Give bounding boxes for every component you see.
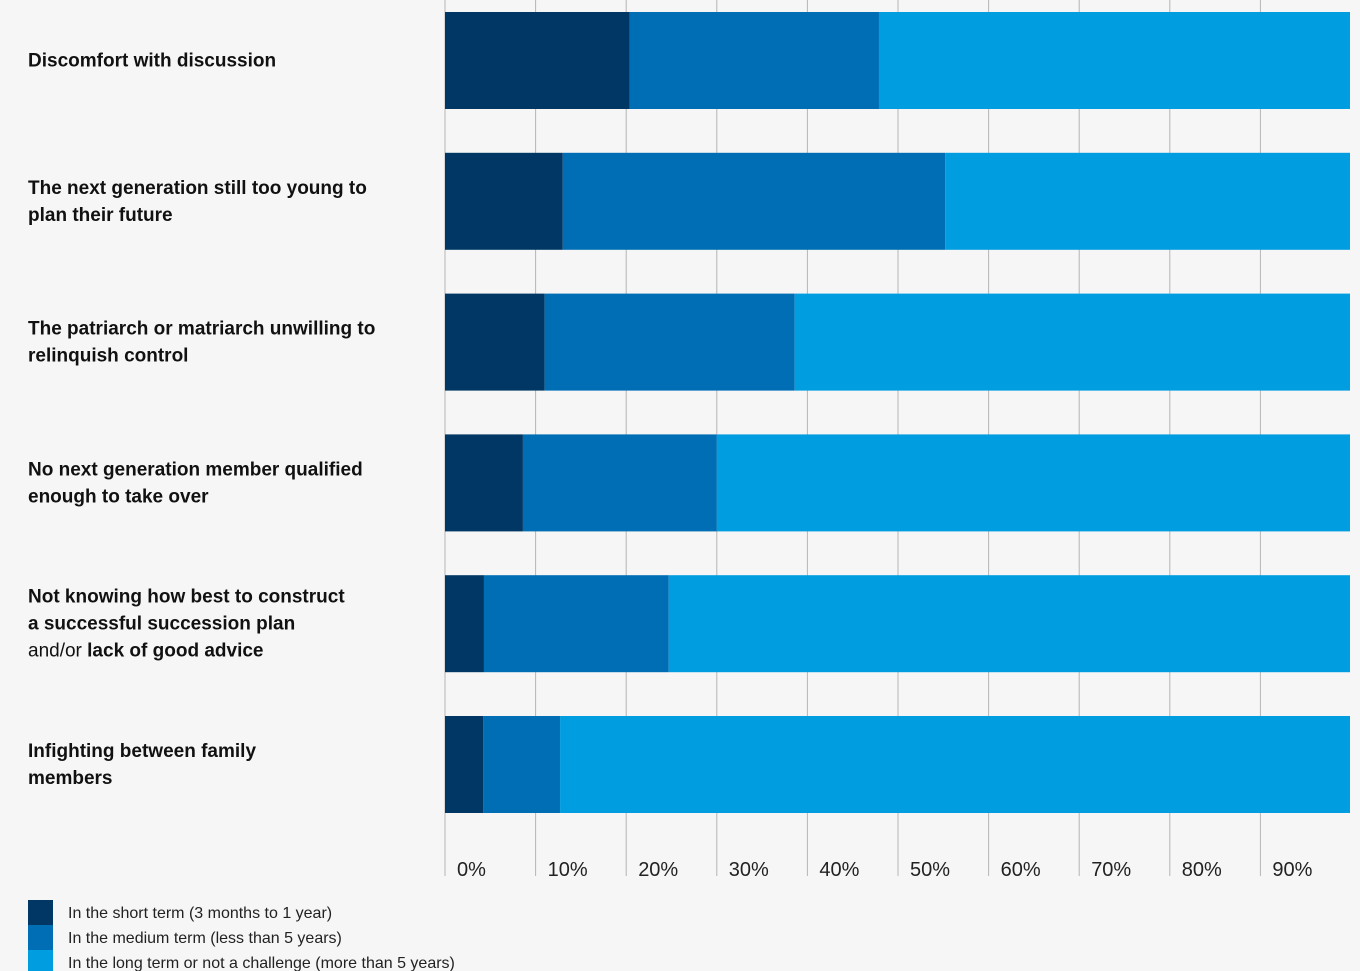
bar-segment — [668, 575, 1350, 673]
x-axis-tick-labels: 0% 10% 20% 30% 40% 50% 60% 70% 80% 90% — [457, 859, 1313, 881]
x-tick-label: 0% — [457, 859, 486, 881]
bar-segments — [445, 12, 1350, 813]
bar-segment — [560, 716, 1350, 813]
bar-segment — [445, 716, 484, 813]
x-tick-label: 90% — [1272, 859, 1312, 881]
category-labels: Discomfort with discussion The next gener… — [28, 51, 375, 790]
legend-label: In the medium term (less than 5 years) — [68, 930, 342, 947]
bar-segment — [629, 12, 879, 109]
legend-label: In the short term (3 months to 1 year) — [68, 905, 332, 922]
legend-swatch — [28, 900, 53, 925]
x-tick-label: 40% — [819, 859, 859, 881]
bar-segment — [945, 152, 1350, 250]
bar-segment — [445, 575, 484, 673]
x-tick-label: 30% — [729, 859, 769, 881]
bar-segment — [445, 434, 523, 532]
x-tick-label: 20% — [638, 859, 678, 881]
category-label: No next generation member qualified enoug… — [28, 459, 363, 507]
bar-segment — [716, 434, 1350, 532]
x-tick-label: 50% — [910, 859, 950, 881]
legend-swatch — [28, 925, 53, 950]
bar-segment — [544, 293, 795, 391]
x-tick-label: 10% — [548, 859, 588, 881]
category-label: The patriarch or matriarch unwilling to r… — [28, 319, 375, 367]
legend-swatch — [28, 950, 53, 971]
x-tick-label: 80% — [1182, 859, 1222, 881]
x-tick-label: 70% — [1091, 859, 1131, 881]
bar-segment — [445, 12, 630, 109]
bar-segment — [483, 716, 561, 813]
category-label: Infighting between family members — [28, 741, 256, 789]
bar-segment — [483, 575, 669, 673]
x-tick-label: 60% — [1001, 859, 1041, 881]
legend: In the short term (3 months to 1 year) In… — [28, 900, 455, 971]
category-label: Discomfort with discussion — [28, 51, 276, 72]
legend-label: In the long term or not a challenge (mor… — [68, 955, 455, 971]
bar-segment — [562, 152, 946, 250]
bar-segment — [445, 293, 545, 391]
bar-segment — [794, 293, 1350, 391]
category-label: Not knowing how best to construct a succe… — [28, 587, 345, 662]
category-label: The next generation still too young to pl… — [28, 178, 367, 226]
bar-segment — [878, 12, 1350, 109]
bar-segment — [445, 152, 563, 250]
bar-segment — [522, 434, 717, 532]
